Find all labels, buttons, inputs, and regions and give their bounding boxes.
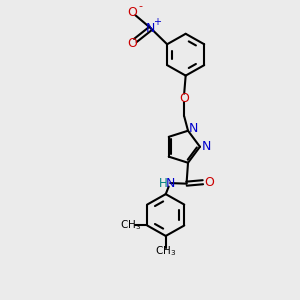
Text: CH$_3$: CH$_3$	[120, 219, 141, 232]
Text: O: O	[205, 176, 214, 189]
Text: N: N	[146, 22, 155, 35]
Text: +: +	[153, 17, 161, 27]
Text: O: O	[128, 6, 137, 19]
Text: N: N	[189, 122, 198, 135]
Text: O: O	[128, 38, 137, 50]
Text: H: H	[159, 177, 168, 190]
Text: O: O	[179, 92, 189, 105]
Text: CH$_3$: CH$_3$	[155, 244, 176, 258]
Text: -: -	[139, 1, 143, 11]
Text: N: N	[166, 177, 175, 190]
Text: N: N	[202, 140, 211, 153]
